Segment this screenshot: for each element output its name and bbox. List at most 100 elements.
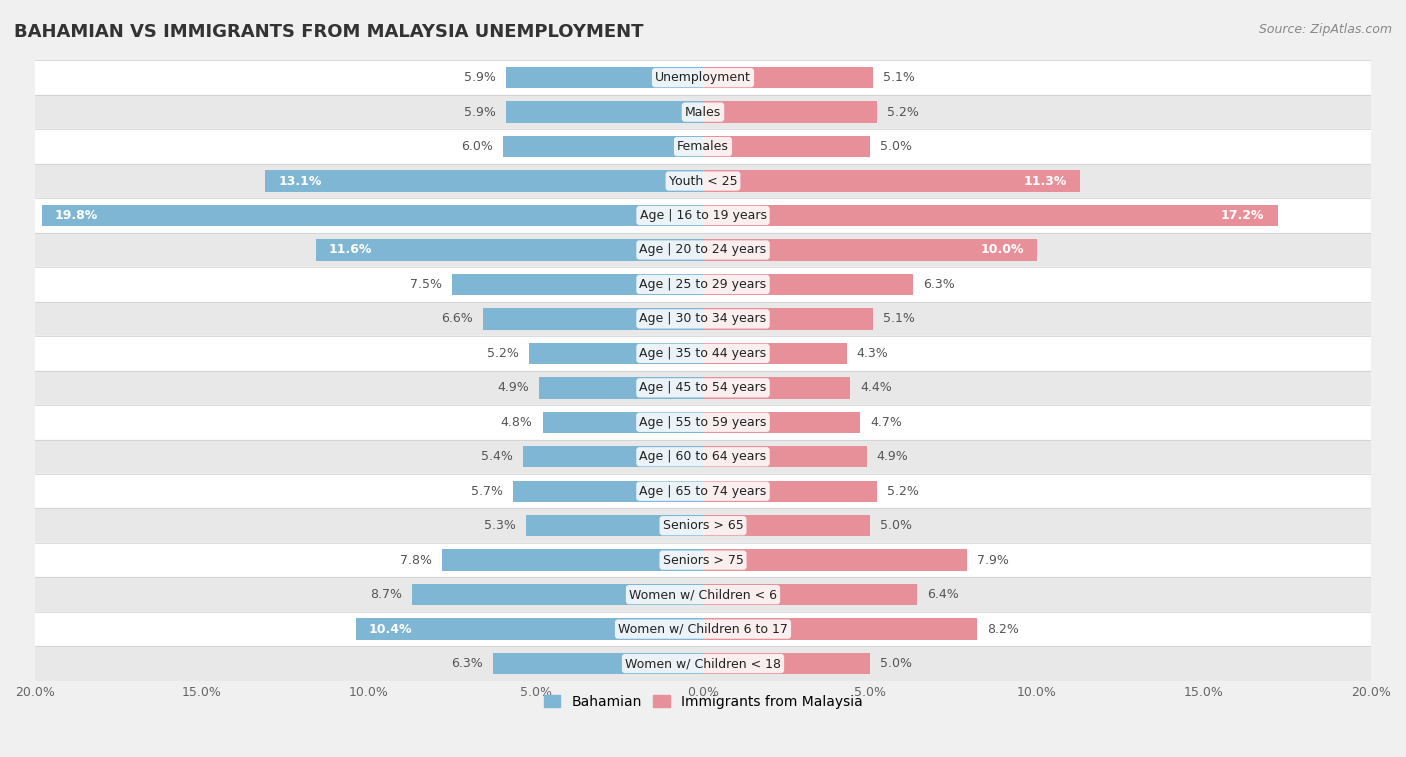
Text: 5.0%: 5.0% (880, 140, 912, 153)
Text: 5.3%: 5.3% (484, 519, 516, 532)
Text: Youth < 25: Youth < 25 (669, 175, 737, 188)
Text: Women w/ Children < 6: Women w/ Children < 6 (628, 588, 778, 601)
Bar (703, 550, 967, 571)
Text: 13.1%: 13.1% (278, 175, 322, 188)
Bar (35, 578, 1371, 612)
Text: 8.2%: 8.2% (987, 622, 1019, 636)
Bar (35, 267, 1371, 302)
Bar (443, 550, 703, 571)
Text: 6.3%: 6.3% (451, 657, 482, 670)
Bar (703, 446, 866, 467)
Bar (703, 584, 917, 606)
Text: BAHAMIAN VS IMMIGRANTS FROM MALAYSIA UNEMPLOYMENT: BAHAMIAN VS IMMIGRANTS FROM MALAYSIA UNE… (14, 23, 644, 41)
Text: 5.7%: 5.7% (471, 484, 502, 497)
Text: Seniors > 65: Seniors > 65 (662, 519, 744, 532)
Text: 5.1%: 5.1% (883, 313, 915, 326)
Bar (35, 61, 1371, 95)
Bar (513, 481, 703, 502)
Bar (356, 618, 703, 640)
Text: 7.5%: 7.5% (411, 278, 443, 291)
Text: Source: ZipAtlas.com: Source: ZipAtlas.com (1258, 23, 1392, 36)
Bar (526, 515, 703, 537)
Bar (266, 170, 703, 192)
Bar (35, 543, 1371, 578)
Text: 4.9%: 4.9% (498, 382, 529, 394)
Text: Age | 16 to 19 years: Age | 16 to 19 years (640, 209, 766, 222)
Text: Age | 65 to 74 years: Age | 65 to 74 years (640, 484, 766, 497)
Bar (492, 653, 703, 674)
Text: Seniors > 75: Seniors > 75 (662, 553, 744, 567)
Text: Age | 25 to 29 years: Age | 25 to 29 years (640, 278, 766, 291)
Bar (412, 584, 703, 606)
Text: Age | 45 to 54 years: Age | 45 to 54 years (640, 382, 766, 394)
Bar (35, 198, 1371, 232)
Bar (703, 170, 1080, 192)
Text: Age | 55 to 59 years: Age | 55 to 59 years (640, 416, 766, 428)
Text: Females: Females (678, 140, 728, 153)
Text: 5.2%: 5.2% (488, 347, 519, 360)
Text: Unemployment: Unemployment (655, 71, 751, 84)
Text: 5.0%: 5.0% (880, 519, 912, 532)
Bar (540, 377, 703, 398)
Bar (543, 412, 703, 433)
Bar (506, 67, 703, 89)
Bar (529, 343, 703, 364)
Bar (42, 205, 703, 226)
Text: 17.2%: 17.2% (1220, 209, 1264, 222)
Bar (502, 136, 703, 157)
Bar (703, 377, 851, 398)
Bar (35, 440, 1371, 474)
Bar (35, 371, 1371, 405)
Text: 19.8%: 19.8% (55, 209, 98, 222)
Text: 8.7%: 8.7% (370, 588, 402, 601)
Text: 6.3%: 6.3% (924, 278, 955, 291)
Bar (453, 274, 703, 295)
Text: 4.7%: 4.7% (870, 416, 901, 428)
Text: 5.4%: 5.4% (481, 450, 513, 463)
Bar (703, 67, 873, 89)
Bar (35, 509, 1371, 543)
Text: Women w/ Children < 18: Women w/ Children < 18 (626, 657, 780, 670)
Text: 7.8%: 7.8% (401, 553, 433, 567)
Bar (703, 343, 846, 364)
Bar (35, 612, 1371, 646)
Text: 6.4%: 6.4% (927, 588, 959, 601)
Bar (703, 308, 873, 329)
Bar (703, 274, 914, 295)
Text: 11.3%: 11.3% (1024, 175, 1067, 188)
Text: 4.9%: 4.9% (877, 450, 908, 463)
Text: 10.0%: 10.0% (980, 244, 1024, 257)
Bar (703, 481, 877, 502)
Bar (35, 232, 1371, 267)
Text: 6.6%: 6.6% (440, 313, 472, 326)
Bar (35, 95, 1371, 129)
Text: 4.4%: 4.4% (860, 382, 891, 394)
Bar (703, 412, 860, 433)
Text: 5.2%: 5.2% (887, 106, 918, 119)
Text: Age | 60 to 64 years: Age | 60 to 64 years (640, 450, 766, 463)
Bar (523, 446, 703, 467)
Text: Age | 20 to 24 years: Age | 20 to 24 years (640, 244, 766, 257)
Text: 11.6%: 11.6% (329, 244, 373, 257)
Bar (35, 302, 1371, 336)
Bar (703, 239, 1038, 260)
Text: 5.0%: 5.0% (880, 657, 912, 670)
Text: 6.0%: 6.0% (461, 140, 492, 153)
Text: 4.3%: 4.3% (856, 347, 889, 360)
Bar (703, 205, 1278, 226)
Bar (35, 336, 1371, 371)
Legend: Bahamian, Immigrants from Malaysia: Bahamian, Immigrants from Malaysia (538, 689, 868, 714)
Bar (703, 101, 877, 123)
Text: Women w/ Children 6 to 17: Women w/ Children 6 to 17 (619, 622, 787, 636)
Bar (35, 474, 1371, 509)
Bar (703, 136, 870, 157)
Text: 5.1%: 5.1% (883, 71, 915, 84)
Bar (35, 164, 1371, 198)
Text: 10.4%: 10.4% (368, 622, 412, 636)
Text: 5.9%: 5.9% (464, 106, 496, 119)
Bar (703, 618, 977, 640)
Bar (315, 239, 703, 260)
Text: 4.8%: 4.8% (501, 416, 533, 428)
Bar (506, 101, 703, 123)
Text: Age | 30 to 34 years: Age | 30 to 34 years (640, 313, 766, 326)
